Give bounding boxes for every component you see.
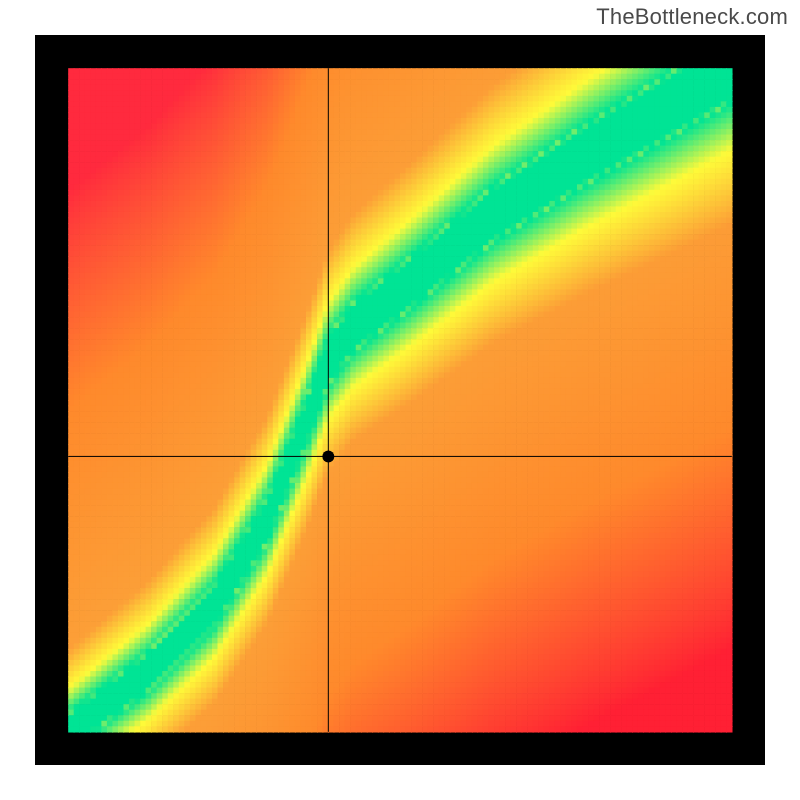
bottleneck-heatmap — [35, 35, 765, 765]
watermark-text: TheBottleneck.com — [596, 4, 788, 30]
